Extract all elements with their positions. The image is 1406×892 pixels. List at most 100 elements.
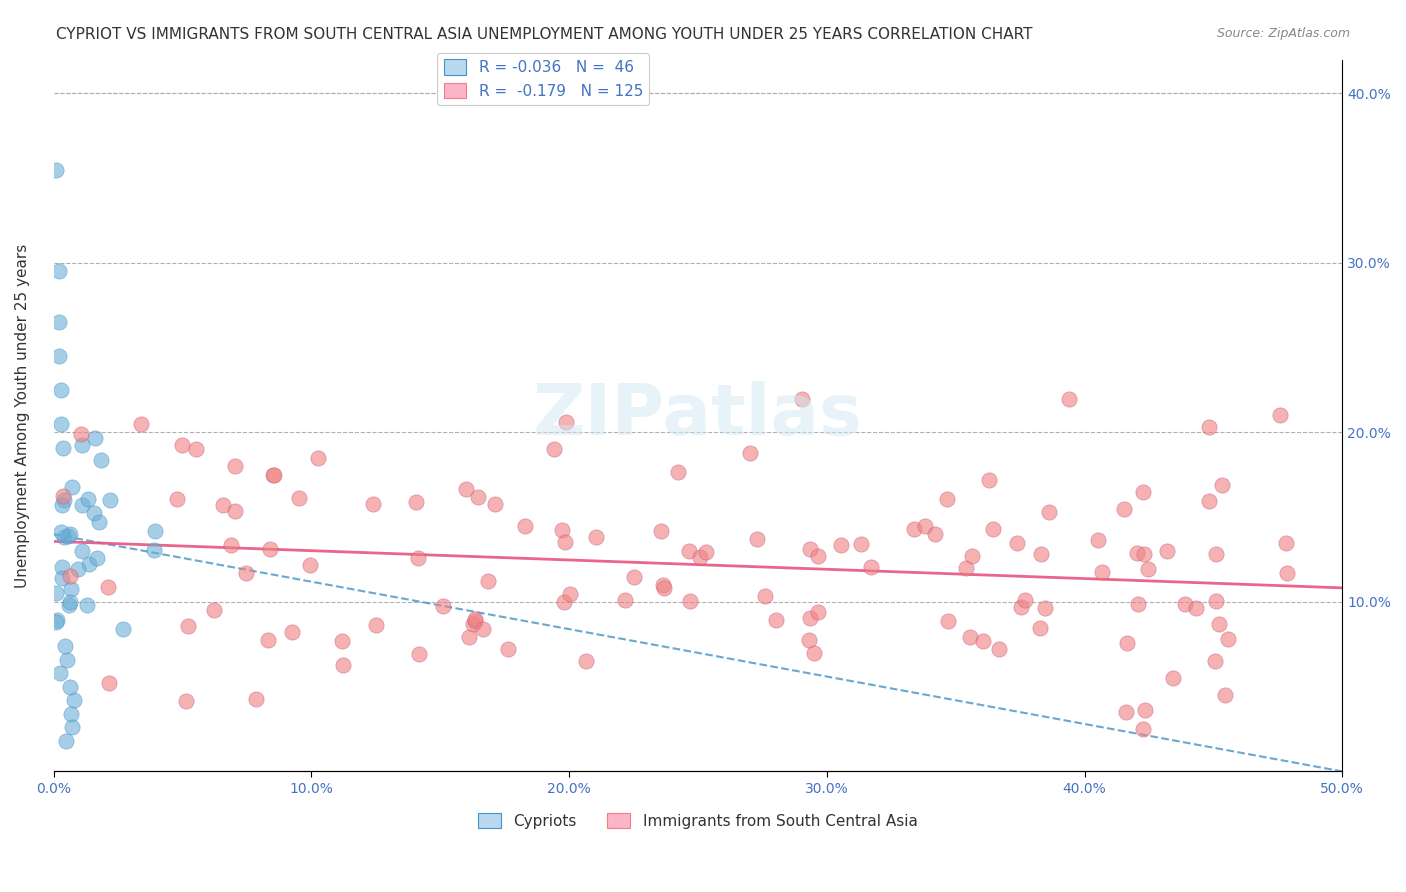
Immigrants from South Central Asia — [307, 450, 329, 465]
Cypriots — [60, 480, 83, 494]
Immigrants from South Central Asia — [652, 581, 675, 595]
Immigrants from South Central Asia — [1087, 533, 1109, 548]
Cypriots — [51, 559, 73, 574]
Immigrants from South Central Asia — [69, 427, 91, 442]
Immigrants from South Central Asia — [184, 442, 207, 457]
Immigrants from South Central Asia — [1173, 597, 1195, 611]
Cypriots — [66, 561, 89, 575]
Immigrants from South Central Asia — [623, 569, 645, 583]
Cypriots — [52, 442, 75, 456]
Immigrants from South Central Asia — [666, 466, 689, 480]
Immigrants from South Central Asia — [408, 647, 430, 661]
Immigrants from South Central Asia — [281, 624, 304, 639]
Cypriots — [49, 524, 72, 539]
Immigrants from South Central Asia — [977, 473, 1000, 487]
Immigrants from South Central Asia — [955, 561, 977, 575]
Immigrants from South Central Asia — [981, 522, 1004, 536]
Immigrants from South Central Asia — [799, 542, 821, 557]
Immigrants from South Central Asia — [803, 646, 825, 660]
Immigrants from South Central Asia — [799, 632, 821, 647]
Cypriots — [60, 582, 83, 596]
Immigrants from South Central Asia — [1213, 688, 1236, 702]
Cypriots — [51, 498, 73, 512]
Cypriots — [48, 349, 70, 363]
Immigrants from South Central Asia — [464, 614, 486, 628]
Cypriots — [59, 527, 82, 541]
Cypriots — [58, 529, 80, 543]
Cypriots — [72, 498, 94, 512]
Cypriots — [51, 383, 73, 397]
Immigrants from South Central Asia — [988, 642, 1011, 657]
Immigrants from South Central Asia — [1205, 593, 1227, 607]
Immigrants from South Central Asia — [477, 574, 499, 588]
Immigrants from South Central Asia — [695, 545, 717, 559]
Cypriots — [62, 693, 84, 707]
Immigrants from South Central Asia — [332, 658, 354, 673]
Immigrants from South Central Asia — [689, 549, 711, 564]
Immigrants from South Central Asia — [924, 526, 946, 541]
Cypriots — [87, 515, 110, 529]
Immigrants from South Central Asia — [1268, 408, 1291, 422]
Immigrants from South Central Asia — [224, 459, 246, 474]
Immigrants from South Central Asia — [972, 633, 994, 648]
Immigrants from South Central Asia — [807, 549, 830, 564]
Immigrants from South Central Asia — [830, 539, 852, 553]
Cypriots — [45, 162, 67, 177]
Immigrants from South Central Asia — [1029, 547, 1052, 561]
Immigrants from South Central Asia — [1011, 600, 1033, 615]
Immigrants from South Central Asia — [614, 592, 637, 607]
Cypriots — [77, 492, 100, 507]
Immigrants from South Central Asia — [235, 566, 257, 581]
Immigrants from South Central Asia — [585, 530, 607, 544]
Immigrants from South Central Asia — [679, 594, 702, 608]
Immigrants from South Central Asia — [1198, 493, 1220, 508]
Immigrants from South Central Asia — [1136, 562, 1159, 576]
Immigrants from South Central Asia — [1038, 505, 1060, 519]
Cypriots — [90, 452, 112, 467]
Immigrants from South Central Asia — [496, 642, 519, 657]
Cypriots — [56, 652, 79, 666]
Immigrants from South Central Asia — [1033, 600, 1056, 615]
Immigrants from South Central Asia — [52, 489, 75, 503]
Immigrants from South Central Asia — [959, 630, 981, 644]
Immigrants from South Central Asia — [554, 535, 576, 549]
Immigrants from South Central Asia — [330, 633, 353, 648]
Immigrants from South Central Asia — [652, 577, 675, 591]
Immigrants from South Central Asia — [936, 492, 959, 507]
Immigrants from South Central Asia — [543, 442, 565, 457]
Cypriots — [51, 571, 73, 585]
Cypriots — [83, 506, 105, 520]
Immigrants from South Central Asia — [799, 611, 821, 625]
Immigrants from South Central Asia — [792, 392, 814, 406]
Immigrants from South Central Asia — [467, 491, 489, 505]
Immigrants from South Central Asia — [464, 612, 486, 626]
Cypriots — [59, 680, 82, 694]
Immigrants from South Central Asia — [405, 495, 427, 509]
Immigrants from South Central Asia — [484, 497, 506, 511]
Text: ZIPatlas: ZIPatlas — [533, 381, 863, 450]
Immigrants from South Central Asia — [432, 599, 454, 614]
Cypriots — [53, 492, 76, 507]
Cypriots — [48, 666, 70, 681]
Immigrants from South Central Asia — [860, 559, 883, 574]
Immigrants from South Central Asia — [745, 532, 768, 546]
Immigrants from South Central Asia — [219, 538, 242, 552]
Immigrants from South Central Asia — [471, 622, 494, 636]
Immigrants from South Central Asia — [98, 676, 121, 690]
Immigrants from South Central Asia — [204, 603, 226, 617]
Immigrants from South Central Asia — [1014, 593, 1036, 607]
Immigrants from South Central Asia — [849, 537, 872, 551]
Cypriots — [84, 431, 107, 445]
Immigrants from South Central Asia — [224, 504, 246, 518]
Y-axis label: Unemployment Among Youth under 25 years: Unemployment Among Youth under 25 years — [15, 244, 30, 588]
Immigrants from South Central Asia — [58, 569, 80, 583]
Immigrants from South Central Asia — [936, 614, 959, 628]
Immigrants from South Central Asia — [650, 524, 672, 538]
Cypriots — [58, 598, 80, 612]
Cypriots — [143, 524, 166, 538]
Cypriots — [98, 493, 121, 508]
Text: Source: ZipAtlas.com: Source: ZipAtlas.com — [1216, 27, 1350, 40]
Immigrants from South Central Asia — [574, 654, 596, 668]
Immigrants from South Central Asia — [299, 558, 322, 573]
Cypriots — [55, 734, 77, 748]
